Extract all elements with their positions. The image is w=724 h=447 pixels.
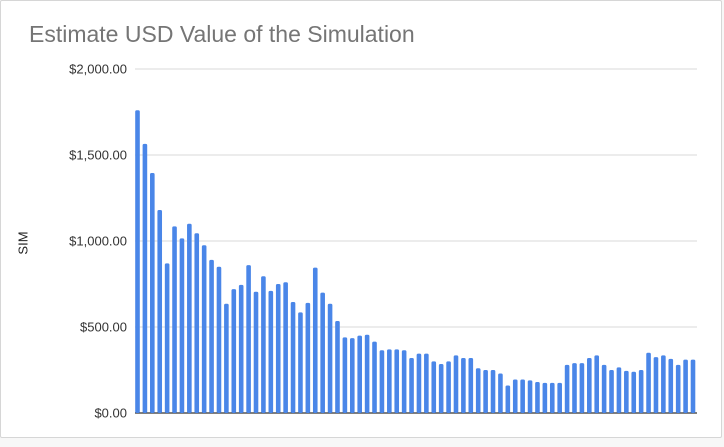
bar[interactable] xyxy=(438,363,444,413)
bar[interactable] xyxy=(453,355,459,413)
bar[interactable] xyxy=(446,361,451,413)
bar[interactable] xyxy=(690,359,696,413)
bar[interactable] xyxy=(335,320,340,413)
bar[interactable] xyxy=(542,382,548,413)
bar[interactable] xyxy=(535,382,540,413)
bar[interactable] xyxy=(483,370,488,413)
bar[interactable] xyxy=(409,357,414,413)
bar[interactable] xyxy=(564,364,570,413)
bar[interactable] xyxy=(512,379,518,413)
bar[interactable] xyxy=(520,379,525,413)
bar[interactable] xyxy=(653,357,659,413)
bar[interactable] xyxy=(216,266,222,413)
bar[interactable] xyxy=(231,289,237,413)
bar[interactable] xyxy=(675,364,681,413)
bar[interactable] xyxy=(490,370,496,413)
bar[interactable] xyxy=(616,367,622,413)
bar[interactable] xyxy=(394,349,400,413)
bar[interactable] xyxy=(638,370,644,413)
y-tick-label: $1,000.00 xyxy=(69,234,127,249)
chart-title: Estimate USD Value of the Simulation xyxy=(29,21,415,47)
bar[interactable] xyxy=(320,292,325,413)
bar[interactable] xyxy=(668,358,674,413)
bar[interactable] xyxy=(268,290,274,413)
bar[interactable] xyxy=(238,284,244,413)
bar[interactable] xyxy=(475,368,481,413)
bar[interactable] xyxy=(150,173,155,413)
bar[interactable] xyxy=(609,370,614,413)
bar[interactable] xyxy=(379,350,385,413)
bar[interactable] xyxy=(253,291,259,413)
bar[interactable] xyxy=(364,334,370,413)
bar[interactable] xyxy=(305,302,311,413)
bar[interactable] xyxy=(209,259,214,413)
bar[interactable] xyxy=(290,302,296,413)
bar[interactable] xyxy=(342,337,348,413)
bar[interactable] xyxy=(683,359,688,413)
bar[interactable] xyxy=(387,349,392,413)
bar[interactable] xyxy=(557,382,562,413)
bar[interactable] xyxy=(275,284,281,413)
bar[interactable] xyxy=(631,371,637,413)
bar[interactable] xyxy=(157,210,163,413)
bar[interactable] xyxy=(505,385,511,413)
bar[interactable] xyxy=(187,223,192,413)
bar[interactable] xyxy=(246,265,251,413)
bar[interactable] xyxy=(594,355,600,413)
bar[interactable] xyxy=(372,341,377,413)
y-tick-label: $1,500.00 xyxy=(69,148,127,163)
bar[interactable] xyxy=(349,338,355,413)
bar[interactable] xyxy=(224,303,229,413)
bar[interactable] xyxy=(572,363,577,413)
bar[interactable] xyxy=(172,226,177,413)
bar[interactable] xyxy=(579,363,585,413)
y-tick-label: $500.00 xyxy=(80,320,127,335)
bar[interactable] xyxy=(357,335,362,413)
y-tick-label: $0.00 xyxy=(94,406,127,421)
bar[interactable] xyxy=(416,353,422,413)
bar[interactable] xyxy=(201,245,207,413)
bar[interactable] xyxy=(498,373,503,413)
bar[interactable] xyxy=(661,355,666,413)
bar[interactable] xyxy=(424,353,429,413)
bar[interactable] xyxy=(164,263,170,413)
bar[interactable] xyxy=(327,303,333,413)
bar[interactable] xyxy=(624,370,629,413)
bar[interactable] xyxy=(646,352,651,413)
bar[interactable] xyxy=(283,282,288,413)
bar[interactable] xyxy=(587,357,592,413)
bar[interactable] xyxy=(312,267,318,413)
bar[interactable] xyxy=(261,276,266,413)
bar[interactable] xyxy=(601,364,607,413)
bar[interactable] xyxy=(135,110,140,413)
bar[interactable] xyxy=(468,357,474,413)
bar[interactable] xyxy=(549,382,555,413)
bar[interactable] xyxy=(527,380,533,413)
bar[interactable] xyxy=(194,233,200,413)
y-tick-label: $2,000.00 xyxy=(69,62,127,77)
bar[interactable] xyxy=(431,361,437,413)
bar[interactable] xyxy=(298,312,303,413)
bar[interactable] xyxy=(401,350,407,413)
bar[interactable] xyxy=(179,238,185,413)
bar[interactable] xyxy=(461,357,466,413)
bar[interactable] xyxy=(142,143,148,413)
